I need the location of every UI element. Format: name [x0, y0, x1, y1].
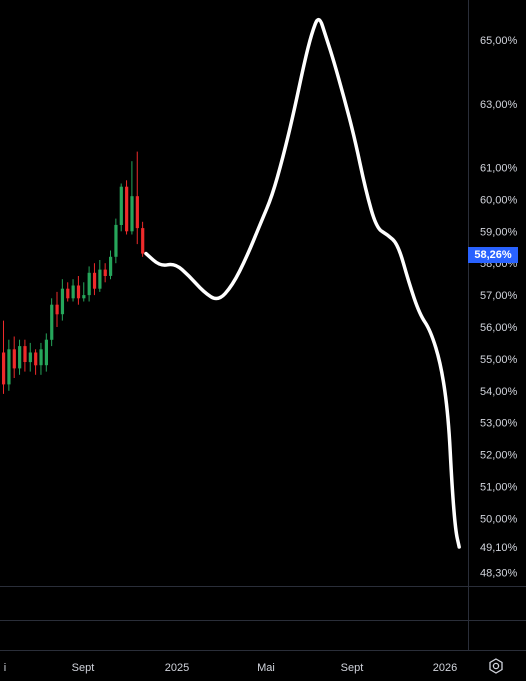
price-tick-label: 48,30% [480, 568, 518, 580]
candle-down [66, 288, 70, 299]
candle-up [18, 346, 22, 369]
candle-up [60, 288, 65, 315]
candle-up [39, 349, 43, 366]
candle-down [76, 285, 81, 299]
price-tick-label: 65,00% [480, 35, 518, 47]
candle-up [44, 339, 48, 366]
candle-up [28, 352, 32, 363]
price-tick-label: 60,00% [480, 194, 518, 206]
candle-up [98, 269, 102, 289]
candle-up [119, 186, 123, 225]
gear-icon [489, 658, 503, 674]
candle-down [103, 269, 107, 276]
candle-up [50, 304, 54, 340]
candle-up [130, 196, 134, 232]
time-tick-label: i [4, 662, 6, 674]
price-tick-label: 56,00% [480, 322, 518, 334]
price-tick-label: 61,00% [480, 163, 518, 175]
price-tick-label: 50,00% [480, 513, 518, 525]
time-tick-label: Sept [72, 662, 95, 674]
time-tick-label: Sept [341, 662, 364, 674]
candle-down [141, 228, 145, 254]
price-tick-label: 54,00% [480, 386, 518, 398]
time-axis[interactable] [0, 650, 526, 681]
candle-down [55, 304, 59, 315]
candle-down [23, 346, 27, 362]
time-tick-label: Mai [257, 662, 275, 674]
candles-layer [2, 151, 145, 394]
price-tick-label: 52,00% [480, 450, 518, 462]
candle-up [71, 285, 75, 299]
price-tick-label: 63,00% [480, 99, 518, 111]
candle-up [87, 272, 91, 296]
time-tick-label: 2026 [433, 662, 457, 674]
candle-up [109, 256, 113, 276]
candle-down [125, 186, 129, 232]
candle-down [34, 352, 38, 366]
price-tick-label: 49,10% [480, 542, 518, 554]
candle-down [92, 272, 97, 289]
candle-up [7, 349, 11, 385]
pane-divider [0, 586, 526, 587]
drawn-line-layer [144, 17, 461, 549]
candle-down [12, 349, 16, 369]
pane-divider [0, 620, 526, 621]
price-tick-label: 53,00% [480, 418, 518, 430]
price-tick-label: 51,00% [480, 481, 518, 493]
candle-down [135, 196, 139, 229]
price-tick-label: 59,00% [480, 226, 518, 238]
price-axis-separator [468, 0, 469, 650]
price-tick-label: 57,00% [480, 290, 518, 302]
candle-up [82, 295, 86, 299]
drawn-projection-line [144, 17, 461, 549]
candle-up [114, 224, 118, 257]
price-tick-label: 55,00% [480, 354, 518, 366]
settings-button[interactable] [487, 657, 505, 675]
last-price-label: 58,26% [468, 246, 518, 263]
candle-down [2, 352, 6, 385]
time-axis-labels: i Sept 2025 Mai Sept 2026 [4, 662, 457, 674]
time-tick-label: 2025 [165, 662, 189, 674]
price-axis-labels: 65,00%63,00%61,00%60,00%59,00%58,00%57,0… [480, 35, 518, 580]
